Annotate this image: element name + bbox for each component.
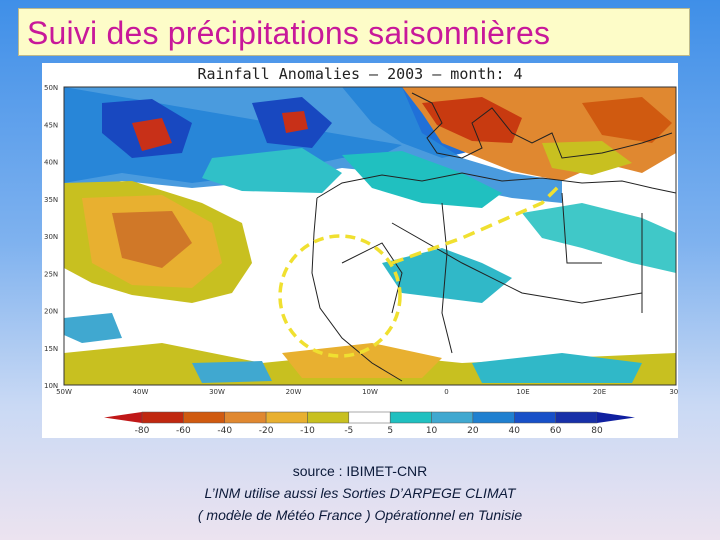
colorbar-label-5: -5 <box>344 426 353 436</box>
source-caption: source : IBIMET-CNR <box>292 463 428 479</box>
lat-label-5: 25N <box>44 270 58 278</box>
annotation-ellipse-and-line <box>278 181 564 358</box>
map-svg: Rainfall Anomalies – 2003 – month: 4 <box>44 65 678 436</box>
colorbar-swatch-5 <box>348 411 391 424</box>
slide-title-box: Suivi des précipitations saisonnières <box>18 8 690 56</box>
colorbar-label-9: 40 <box>509 426 521 436</box>
lon-label-6: 10E <box>516 388 529 396</box>
lat-label-1: 45N <box>44 121 58 129</box>
colorbar-label-10: 60 <box>550 426 562 436</box>
lat-label-8: 10N <box>44 382 58 390</box>
lat-label-2: 40N <box>44 159 58 167</box>
lat-label-0: 50N <box>44 84 58 92</box>
slide-title: Suivi des précipitations saisonnières <box>27 15 551 51</box>
map-border <box>63 86 677 386</box>
colorbar-swatch-8 <box>472 411 515 424</box>
colorbar-swatch-4 <box>307 411 350 424</box>
lon-label-2: 30W <box>209 388 225 396</box>
anomaly-fields <box>64 87 676 385</box>
colorbar-label-3: -20 <box>259 426 274 436</box>
lon-label-4: 10W <box>362 388 378 396</box>
lat-label-3: 35N <box>44 196 58 204</box>
lat-label-7: 15N <box>44 345 58 353</box>
map-title: Rainfall Anomalies – 2003 – month: 4 <box>197 65 522 83</box>
colorbar-label-4: -10 <box>300 426 315 436</box>
caption-line-1: L’INM utilise aussi les Sorties D’ARPEGE… <box>204 485 516 501</box>
colorbar-label-1: -60 <box>176 426 191 436</box>
colorbar-label-7: 10 <box>426 426 438 436</box>
colorbar-swatch-3 <box>265 411 308 424</box>
lat-label-4: 30N <box>44 233 58 241</box>
lon-label-7: 20E <box>593 388 606 396</box>
colorbar-swatch-1 <box>183 411 225 424</box>
colorbar-label-0: -80 <box>135 426 150 436</box>
colorbar-arrow-right <box>597 412 635 423</box>
colorbar-label-6: 5 <box>387 426 393 436</box>
colorbar-swatch-2 <box>224 411 267 424</box>
colorbar-label-11: 80 <box>591 426 603 436</box>
lon-label-3: 20W <box>286 388 302 396</box>
lon-label-0: 50W <box>56 388 72 396</box>
colorbar-swatch-7 <box>431 411 474 424</box>
caption-line-2: ( modèle de Météo France ) Opérationnel … <box>197 507 523 523</box>
coastlines <box>311 92 677 382</box>
lat-label-6: 20N <box>44 308 58 316</box>
colorbar: -80 -60 -40 -20 -10 -5 5 10 20 40 60 80 <box>104 411 635 436</box>
latitude-labels: 50N 45N 40N 35N 30N 25N 20N 15N 10N <box>44 84 58 390</box>
colorbar-swatch-6 <box>389 411 432 424</box>
rainfall-anomaly-map: Rainfall Anomalies – 2003 – month: 4 <box>42 63 678 438</box>
lon-label-8: 30E <box>669 388 678 396</box>
colorbar-label-2: -40 <box>217 426 232 436</box>
colorbar-arrow-left <box>104 412 142 423</box>
lon-label-5: 0 <box>444 388 448 396</box>
colorbar-swatch-9 <box>514 411 556 424</box>
colorbar-swatch-0 <box>141 411 184 424</box>
colorbar-label-8: 20 <box>467 426 479 436</box>
longitude-labels: 50W 40W 30W 20W 10W 0 10E 20E 30E <box>56 388 678 396</box>
lon-label-1: 40W <box>133 388 149 396</box>
colorbar-swatch-10 <box>555 411 598 424</box>
